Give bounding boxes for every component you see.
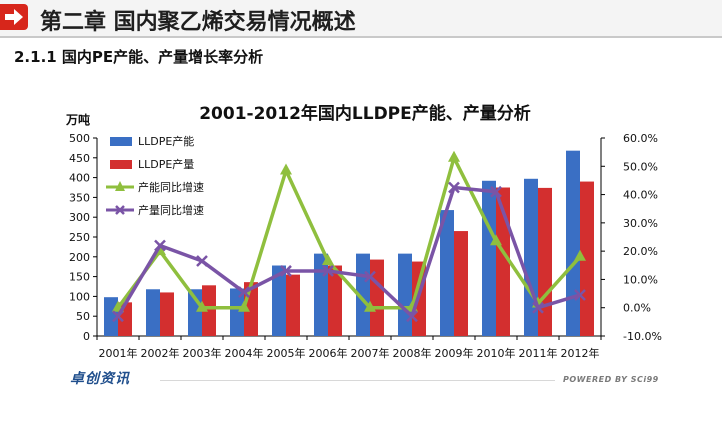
x-tick-label: 2012年 — [561, 346, 600, 360]
bar-capacity — [230, 288, 244, 336]
x-tick-label: 2003年 — [183, 346, 222, 360]
point-output-growth — [448, 181, 460, 194]
point-output-growth — [406, 310, 418, 323]
legend-marker — [115, 181, 125, 191]
point-capacity-growth — [448, 150, 460, 162]
bar-capacity — [482, 180, 496, 336]
y-right-tick-label: 20.0% — [623, 245, 658, 258]
y-right-tick-label: 60.0% — [623, 132, 658, 145]
bar-capacity — [272, 265, 286, 336]
x-tick-label: 2004年 — [225, 346, 264, 360]
bar-output — [370, 259, 384, 336]
legend-label: LLDPE产能 — [138, 134, 194, 148]
point-output-growth — [280, 265, 292, 277]
header-band — [0, 0, 722, 36]
x-tick-label: 2002年 — [141, 346, 180, 360]
x-tick-label: 2010年 — [477, 346, 516, 360]
point-capacity-growth — [364, 300, 376, 312]
y-right-tick-label: 50.0% — [623, 160, 658, 173]
brand-logo-text: 卓创资讯 — [70, 371, 130, 387]
x-tick-label: 2001年 — [99, 346, 138, 360]
point-output-growth — [112, 310, 124, 323]
y-left-tick-label: 50 — [76, 310, 90, 323]
y-axis-unit-label: 万吨 — [65, 112, 90, 127]
y-right-tick-label: 0.0% — [623, 302, 651, 315]
y-right-tick-label: -10.0% — [623, 330, 662, 343]
chapter-title: 第二章 国内聚乙烯交易情况概述 — [40, 10, 356, 35]
bar-capacity — [314, 253, 328, 336]
footer-divider — [160, 380, 555, 381]
y-left-tick-label: 0 — [83, 330, 90, 343]
y-left-tick-label: 350 — [69, 191, 90, 204]
legend-swatch — [110, 137, 132, 146]
x-tick-label: 2011年 — [519, 346, 558, 360]
x-tick-label: 2007年 — [351, 346, 390, 360]
point-output-growth — [196, 255, 208, 267]
bar-capacity — [524, 178, 538, 336]
point-output-growth — [574, 289, 586, 301]
point-output-growth — [154, 239, 166, 252]
header-divider — [0, 36, 722, 38]
bar-output — [286, 274, 300, 336]
x-tick-label: 2009年 — [435, 346, 474, 360]
bar-output — [202, 285, 216, 336]
point-capacity-growth — [280, 163, 292, 175]
powered-by-text: POWERED BY SCi99 — [563, 375, 659, 384]
bar-capacity — [566, 150, 580, 336]
y-left-tick-label: 250 — [69, 231, 90, 244]
y-left-tick-label: 400 — [69, 172, 90, 185]
y-right-tick-label: 10.0% — [623, 273, 658, 286]
point-output-growth — [532, 301, 544, 314]
bar-capacity — [104, 297, 118, 336]
x-tick-label: 2005年 — [267, 346, 306, 360]
arrow-right-icon — [5, 9, 23, 25]
bar-output — [538, 187, 552, 336]
bar-output — [454, 231, 468, 336]
y-right-tick-label: 40.0% — [623, 189, 658, 202]
chapter-badge — [0, 4, 28, 30]
point-output-growth — [238, 286, 250, 299]
y-right-tick-label: 30.0% — [623, 217, 658, 230]
point-output-growth — [322, 265, 334, 277]
legend-swatch — [110, 160, 132, 169]
legend-label: 产能同比增速 — [138, 180, 204, 194]
y-left-tick-label: 450 — [69, 152, 90, 165]
bar-capacity — [440, 210, 454, 336]
bar-capacity — [146, 289, 160, 336]
bar-capacity — [398, 253, 412, 336]
line-output-growth — [116, 185, 581, 318]
x-tick-label: 2008年 — [393, 346, 432, 360]
y-left-tick-label: 500 — [69, 132, 90, 145]
point-capacity-growth — [490, 234, 502, 246]
bar-output — [328, 265, 342, 336]
legend-marker — [115, 205, 125, 215]
point-capacity-growth — [574, 249, 586, 261]
line-capacity-growth — [116, 156, 582, 310]
section-title: 2.1.1 国内PE产能、产量增长率分析 — [14, 48, 264, 66]
point-capacity-growth — [238, 300, 250, 312]
y-left-tick-label: 150 — [69, 271, 90, 284]
point-capacity-growth — [322, 254, 334, 266]
y-left-tick-label: 100 — [69, 290, 90, 303]
bar-output — [160, 292, 174, 336]
y-left-tick-label: 300 — [69, 211, 90, 224]
point-capacity-growth — [196, 300, 208, 312]
y-left-tick-label: 200 — [69, 251, 90, 264]
point-output-growth — [364, 270, 376, 283]
legend-label: 产量同比增速 — [138, 203, 204, 217]
legend-label: LLDPE产量 — [138, 157, 194, 171]
point-output-growth — [490, 185, 502, 198]
x-tick-label: 2006年 — [309, 346, 348, 360]
chart-title: 2001-2012年国内LLDPE产能、产量分析 — [199, 103, 531, 124]
